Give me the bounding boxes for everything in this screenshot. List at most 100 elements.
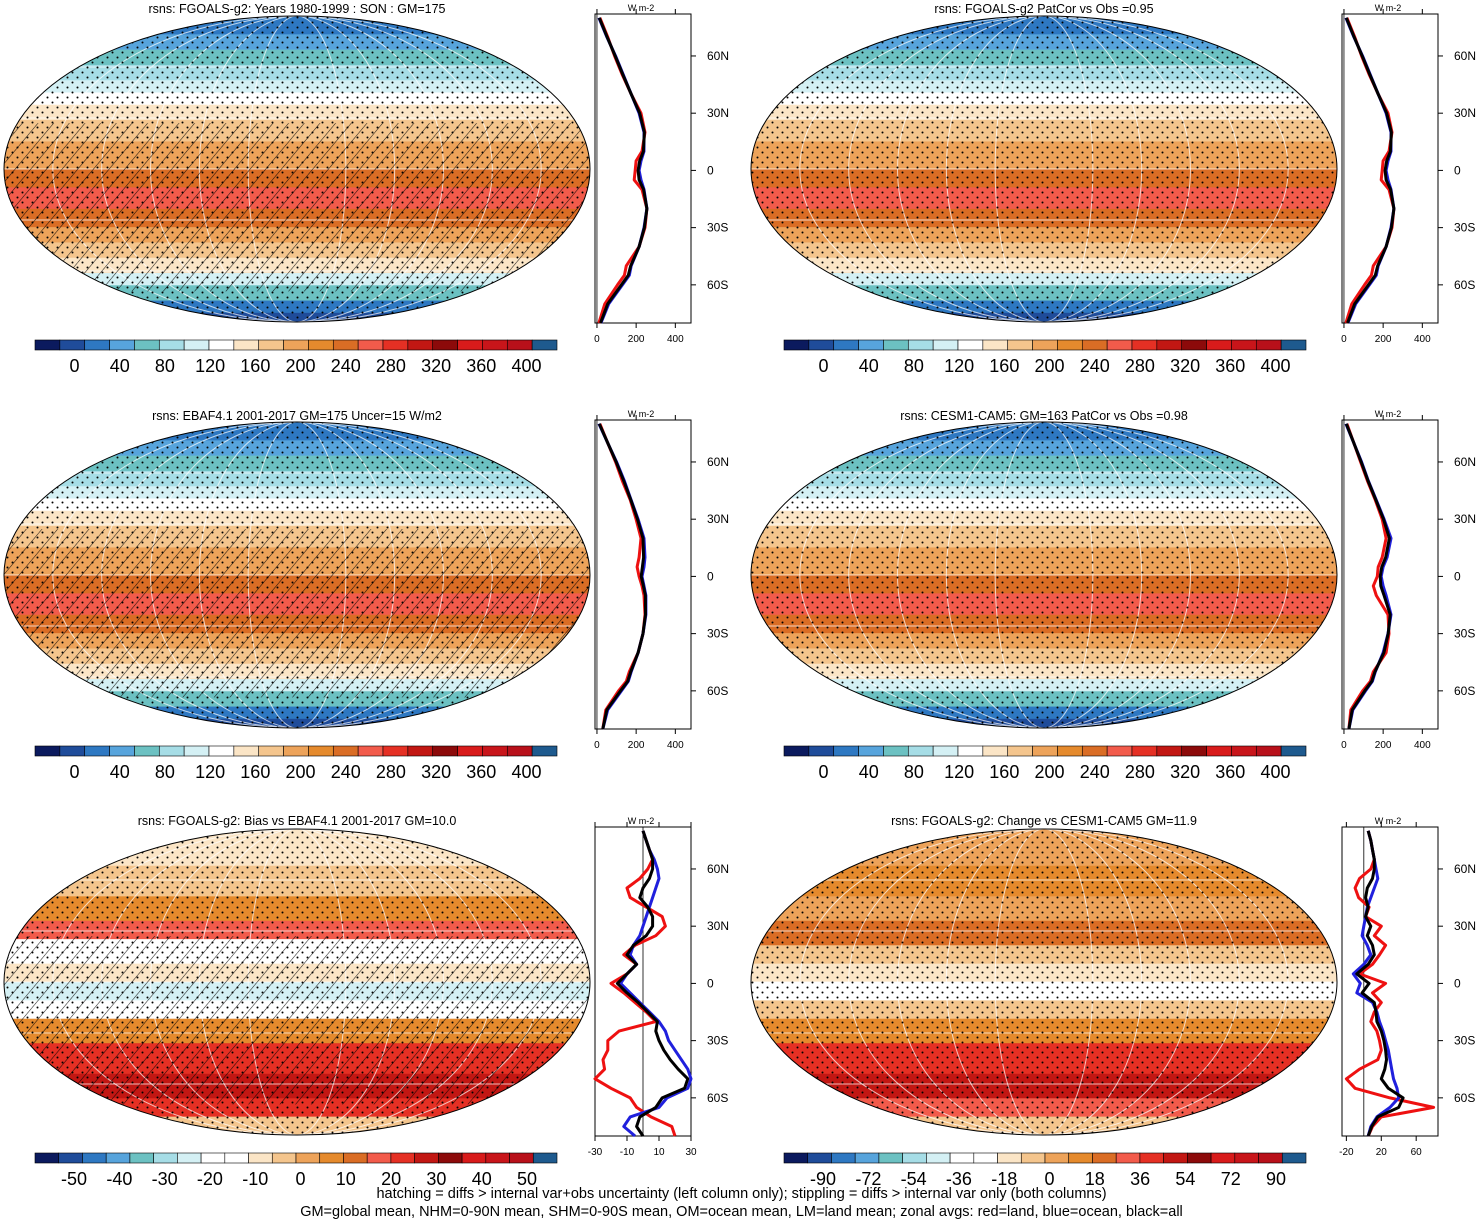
profile-line-land [593,830,677,1137]
x-tick-label: 200 [628,334,645,345]
colorbar-tick-label: 120 [944,762,974,782]
profile-frame [1341,419,1439,730]
colorbar-box [343,1152,368,1164]
colorbar-tick-label: 20 [381,1169,401,1189]
panel-title: rsns: FGOALS-g2: Change vs CESM1-CAM5 GM… [891,814,1197,828]
colorbar-tick-label: 30 [426,1169,446,1189]
colorbar-box [1092,1152,1117,1164]
zonal-profile: W m-2 -30 -10 10 30 60N 30N 0 30S 60S [588,816,729,1158]
y-tick-label: 0 [1454,569,1461,583]
colorbar-box [907,339,934,351]
y-tick-label: 30S [707,627,728,641]
footer-line-2: GM=global mean, NHM=0-90N mean, SHM=0-90… [300,1204,1183,1220]
map [3,421,591,729]
colorbar-box [153,1152,178,1164]
colorbar-tick-label: 240 [1080,762,1110,782]
y-tick-label: 30N [1454,106,1476,120]
colorbar-box [883,339,909,351]
colorbar-box [109,339,135,351]
x-tick-label: 200 [628,740,645,751]
zonal-profile: W m-2 -20 20 60 60N 30N 0 30S 60S [1339,816,1476,1158]
colorbar-box [883,745,909,757]
y-tick-label: 60N [707,455,729,469]
colorbar-box [59,339,86,351]
colorbar-box [997,1152,1022,1164]
y-tick-label: 0 [707,569,714,583]
y-tick-label: 60S [707,278,728,292]
y-tick-label: 30S [707,1034,728,1048]
colorbar-box [807,1152,832,1164]
colorbar-tick-label: 360 [1215,762,1245,782]
colorbar-box [134,745,160,757]
colorbar-tick-label: 320 [421,356,451,376]
colorbar: -90 -72 -54 -36 -18 0 18 36 54 72 90 [783,1152,1307,1189]
colorbar-box [366,1152,392,1164]
colorbar-box [134,339,160,351]
y-tick-label: 60S [1454,278,1475,292]
zonal-profile: W m-2 0 200 400 60N 30N 0 30S 60S [1341,3,1476,345]
colorbar-tick-label: 200 [285,356,315,376]
colorbar-tick-label: 280 [376,356,406,376]
colorbar-tick-label: 40 [110,356,130,376]
map [750,15,1338,323]
colorbar-box [407,745,434,757]
colorbar-box [1106,339,1133,351]
map-field [4,16,590,322]
map-outline [750,421,1338,729]
colorbar-tick-label: 240 [1080,356,1110,376]
colorbar-tick-label: 0 [296,1169,306,1189]
colorbar-tick-label: 200 [285,762,315,782]
colorbar-box [1044,1152,1070,1164]
profile-line-all [597,423,647,730]
colorbar-box [233,339,260,351]
colorbar-box [59,745,86,757]
y-tick-label: 30S [707,221,728,235]
colorbar-tick-label: -10 [242,1169,268,1189]
map [3,828,591,1136]
colorbar-box [58,1152,83,1164]
colorbar-tick-label: 120 [944,356,974,376]
x-tick-label: 400 [1414,334,1431,345]
profile-unit: W m-2 [1375,3,1402,13]
profile-line-all [597,17,649,324]
map [3,15,591,323]
profile-unit: W m-2 [628,409,655,419]
colorbar: 0 40 80 120 160 200 240 280 320 360 400 [34,745,558,782]
profile-frame [1341,13,1439,324]
colorbar-box [1020,1152,1046,1164]
colorbar-box [34,1152,60,1164]
colorbar-tick-label: 10 [336,1169,356,1189]
colorbar-box [258,339,284,351]
colorbar-box [1057,339,1083,351]
profile-frame [1341,826,1439,1137]
panel-4: rsns: CESM1-CAM5: GM=163 PatCor vs Obs =… [750,409,1476,782]
colorbar-box [902,1152,927,1164]
x-tick-label: 20 [1376,1147,1388,1158]
colorbar-box [183,745,210,757]
profile-line-all [1355,830,1405,1137]
colorbar-tick-label: 120 [195,356,225,376]
x-tick-label: 200 [1375,740,1392,751]
colorbar-box [833,745,859,757]
colorbar-tick-label: 40 [110,762,130,782]
y-tick-label: 30S [1454,627,1475,641]
colorbar-box [957,339,984,351]
colorbar-box [382,745,409,757]
panel-title: rsns: CESM1-CAM5: GM=163 PatCor vs Obs =… [900,409,1188,423]
colorbar-tick-label: 18 [1085,1169,1105,1189]
x-tick-label: 200 [1375,334,1392,345]
colorbar-box [414,1152,439,1164]
x-tick-label: -20 [1339,1147,1354,1158]
colorbar-box [308,339,334,351]
colorbar-box [407,339,434,351]
colorbar-box [390,1152,415,1164]
profile-line-land [598,423,647,730]
colorbar-box [258,745,284,757]
colorbar-box [308,745,334,757]
colorbar-box [233,745,260,757]
x-tick-label: -10 [620,1147,635,1158]
colorbar-box [1210,1152,1236,1164]
x-tick-label: 30 [685,1147,697,1158]
x-tick-label: 0 [594,334,600,345]
colorbar-box [783,339,810,351]
